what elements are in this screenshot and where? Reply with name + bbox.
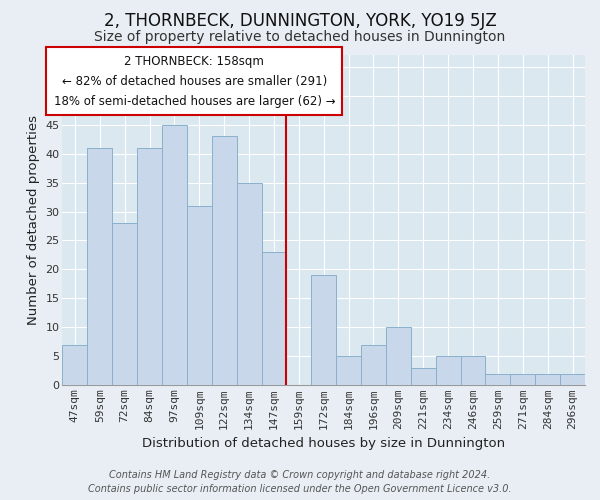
Bar	[112, 223, 137, 386]
Bar	[311, 276, 336, 386]
Text: Size of property relative to detached houses in Dunnington: Size of property relative to detached ho…	[94, 30, 506, 44]
X-axis label: Distribution of detached houses by size in Dunnington: Distribution of detached houses by size …	[142, 437, 505, 450]
Bar	[535, 374, 560, 386]
Bar	[461, 356, 485, 386]
Y-axis label: Number of detached properties: Number of detached properties	[27, 115, 40, 325]
Bar	[336, 356, 361, 386]
Bar	[162, 124, 187, 386]
Bar	[386, 328, 411, 386]
Bar	[436, 356, 461, 386]
Bar	[88, 148, 112, 386]
Bar	[187, 206, 212, 386]
Bar	[212, 136, 236, 386]
Bar	[361, 345, 386, 386]
Bar	[411, 368, 436, 386]
Bar	[560, 374, 585, 386]
Text: 2 THORNBECK: 158sqm
← 82% of detached houses are smaller (291)
18% of semi-detac: 2 THORNBECK: 158sqm ← 82% of detached ho…	[53, 54, 335, 108]
Bar	[62, 345, 88, 386]
Bar	[511, 374, 535, 386]
Bar	[137, 148, 162, 386]
Bar	[485, 374, 511, 386]
Bar	[262, 252, 286, 386]
Text: Contains HM Land Registry data © Crown copyright and database right 2024.
Contai: Contains HM Land Registry data © Crown c…	[88, 470, 512, 494]
Text: 2, THORNBECK, DUNNINGTON, YORK, YO19 5JZ: 2, THORNBECK, DUNNINGTON, YORK, YO19 5JZ	[104, 12, 496, 30]
Bar	[236, 182, 262, 386]
